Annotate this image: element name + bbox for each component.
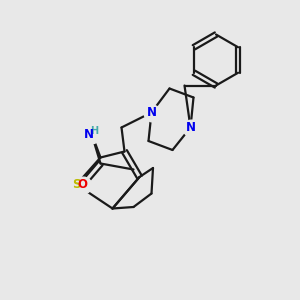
Text: N: N: [146, 106, 157, 119]
Text: N: N: [185, 121, 196, 134]
Text: N: N: [84, 128, 94, 142]
Text: S: S: [72, 178, 81, 191]
Text: H: H: [90, 125, 99, 136]
Text: O: O: [77, 178, 88, 191]
